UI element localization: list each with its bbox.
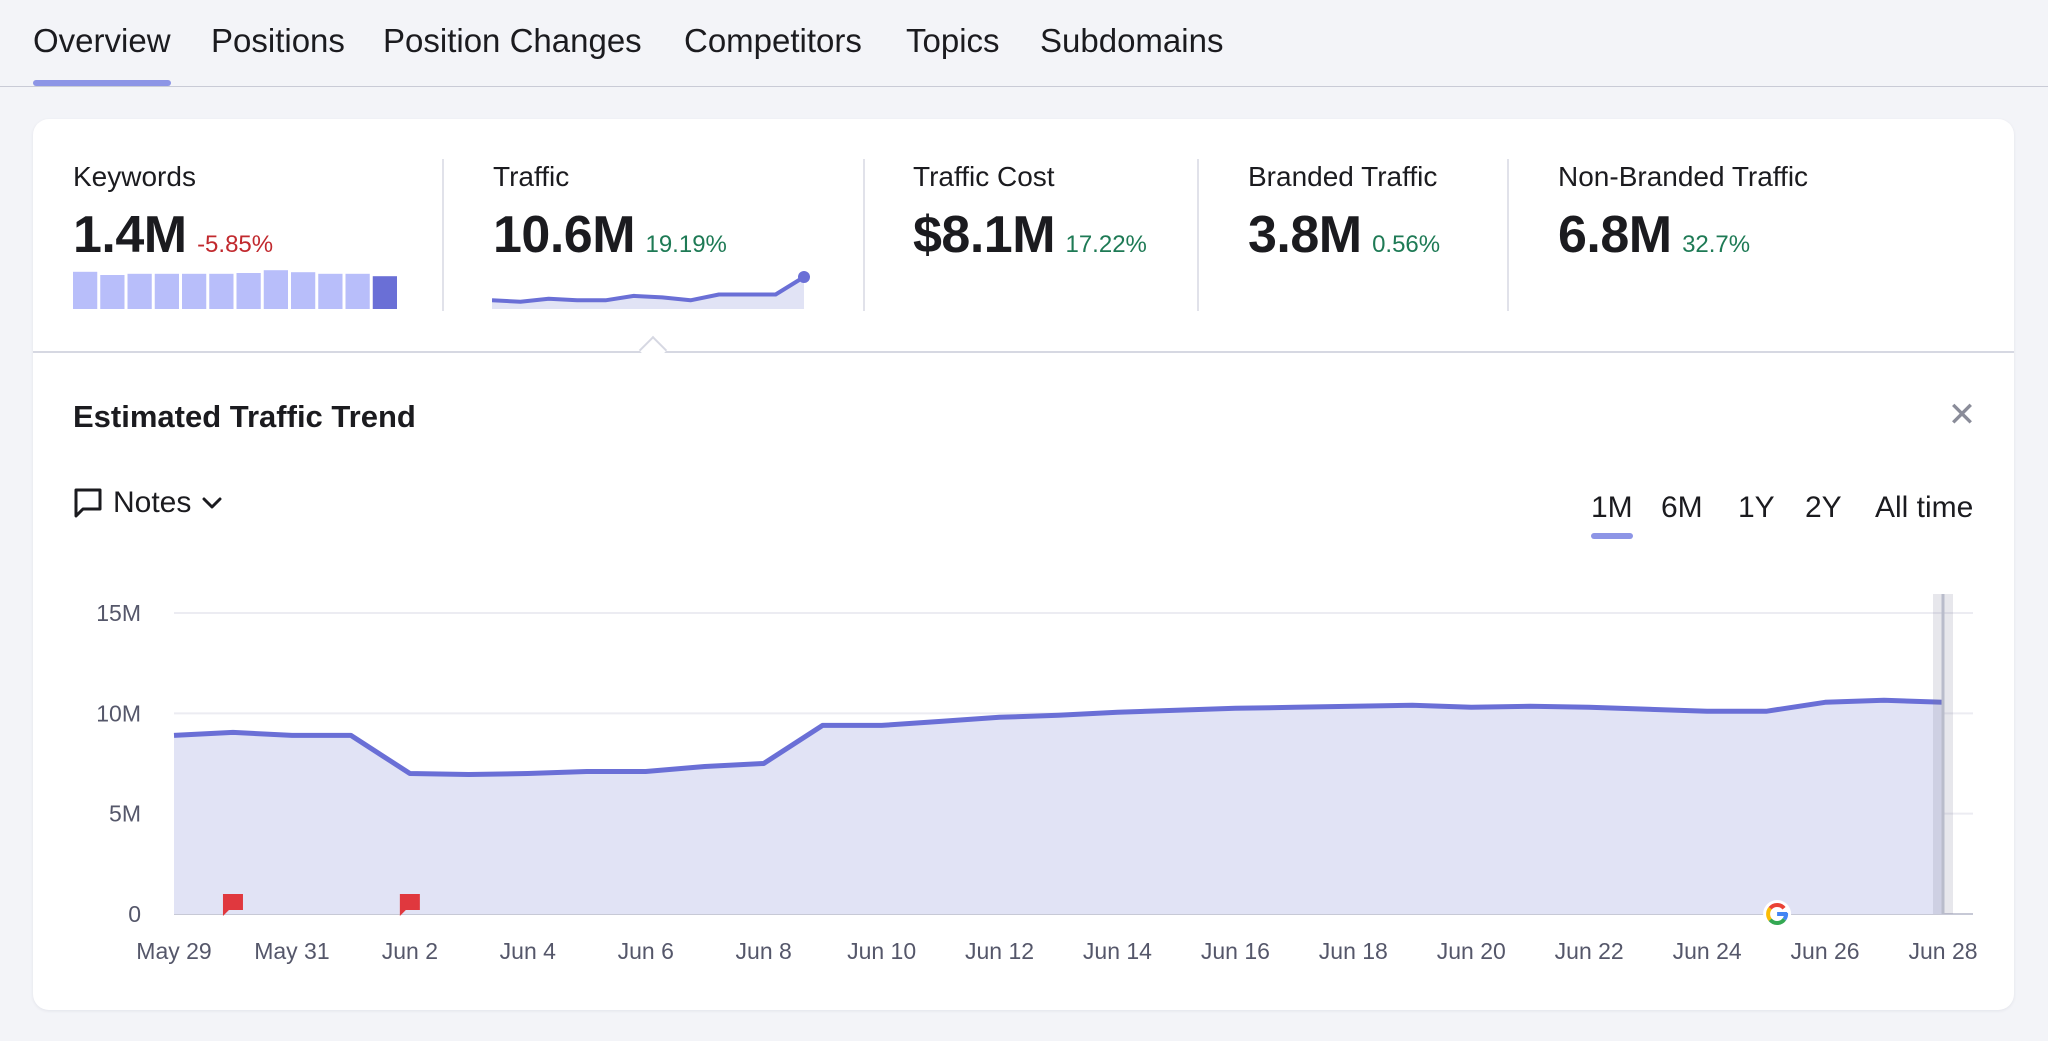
x-tick-label: Jun 22 xyxy=(1555,938,1624,964)
metric-keywords[interactable]: Keywords 1.4M -5.85% xyxy=(73,161,273,265)
y-tick-label: 15M xyxy=(96,600,141,626)
google-update-icon[interactable] xyxy=(1763,900,1792,928)
range-6m[interactable]: 6M xyxy=(1661,491,1703,524)
section-divider xyxy=(33,351,2014,353)
spark-bar xyxy=(182,273,207,309)
chevron-down-icon xyxy=(202,497,222,509)
overview-card: Keywords 1.4M -5.85% Traffic 10.6M 19.19… xyxy=(33,119,2014,1010)
metrics-row: Keywords 1.4M -5.85% Traffic 10.6M 19.19… xyxy=(33,119,2014,352)
note-flag-icon[interactable] xyxy=(222,894,243,916)
range-2y[interactable]: 2Y xyxy=(1805,491,1842,524)
tab-position-changes[interactable]: Position Changes xyxy=(383,22,642,59)
spark-bar xyxy=(236,273,261,309)
divider xyxy=(442,159,444,311)
spark-bar xyxy=(209,273,234,309)
metric-delta: 0.56% xyxy=(1372,231,1441,258)
x-tick-label: Jun 20 xyxy=(1437,938,1506,964)
spark-bar xyxy=(291,272,316,309)
metric-value: 10.6M xyxy=(493,206,636,264)
tab-subdomains[interactable]: Subdomains xyxy=(1040,22,1224,59)
spark-bar xyxy=(73,271,98,309)
spark-bar xyxy=(154,273,179,309)
x-tick-label: Jun 16 xyxy=(1201,938,1270,964)
spark-bar xyxy=(372,276,397,309)
trend-title: Estimated Traffic Trend xyxy=(73,399,416,434)
metric-delta: -5.85% xyxy=(197,231,274,258)
metric-label: Traffic Cost xyxy=(913,161,1055,192)
x-tick-label: Jun 28 xyxy=(1908,938,1977,964)
x-tick-label: Jun 4 xyxy=(500,938,556,964)
x-tick-label: Jun 14 xyxy=(1083,938,1152,964)
tab-positions[interactable]: Positions xyxy=(211,22,345,59)
metric-label: Branded Traffic xyxy=(1248,161,1438,192)
x-tick-label: Jun 24 xyxy=(1673,938,1742,964)
y-tick-label: 10M xyxy=(96,700,141,726)
x-tick-label: Jun 18 xyxy=(1319,938,1388,964)
range-1y[interactable]: 1Y xyxy=(1738,491,1775,524)
metric-value: $8.1M xyxy=(913,206,1056,264)
x-tick-label: May 31 xyxy=(254,938,329,964)
sparkline-endpoint xyxy=(798,271,810,283)
metric-label: Non-Branded Traffic xyxy=(1558,161,1809,192)
divider xyxy=(863,159,865,311)
spark-bar xyxy=(263,270,288,309)
comment-icon xyxy=(74,488,102,518)
metric-value: 3.8M xyxy=(1248,206,1362,264)
tab-competitors[interactable]: Competitors xyxy=(684,22,862,59)
x-tick-label: Jun 12 xyxy=(965,938,1034,964)
notes-label: Notes xyxy=(113,486,192,519)
metric-delta: 17.22% xyxy=(1065,231,1147,258)
traffic-trend-chart[interactable]: 0 5M 10M 15M May 29 May 31 Jun 2 Jun 4 Jun 6 Jun … xyxy=(33,119,2014,1010)
notes-dropdown[interactable]: Notes xyxy=(73,483,223,523)
metric-traffic[interactable]: Traffic 10.6M 19.19% xyxy=(493,161,727,265)
spark-bar xyxy=(127,273,152,309)
traffic-sparkline xyxy=(492,271,810,309)
metric-label: Keywords xyxy=(73,161,196,192)
x-tick-label: May 29 xyxy=(136,938,211,964)
close-icon[interactable]: ✕ xyxy=(1947,396,1977,434)
divider xyxy=(1197,159,1199,311)
note-flag-icon[interactable] xyxy=(399,894,420,916)
range-1m[interactable]: 1M xyxy=(1591,491,1633,539)
tab-bar: Overview Positions Position Changes Comp… xyxy=(0,0,2048,87)
traffic-area xyxy=(174,700,1943,914)
spark-bar xyxy=(100,275,125,309)
metric-non-branded-traffic[interactable]: Non-Branded Traffic 6.8M 32.7% xyxy=(1558,161,1808,265)
x-tick-label: Jun 26 xyxy=(1791,938,1860,964)
y-tick-label: 0 xyxy=(128,901,141,927)
tab-overview[interactable]: Overview xyxy=(33,22,171,86)
range-all-time[interactable]: All time xyxy=(1875,491,1974,524)
spark-bar xyxy=(345,273,370,309)
metric-value: 6.8M xyxy=(1558,206,1672,264)
y-tick-label: 5M xyxy=(109,801,141,827)
divider xyxy=(1507,159,1509,311)
traffic-line xyxy=(173,697,1944,777)
metric-traffic-cost[interactable]: Traffic Cost $8.1M 17.22% xyxy=(913,161,1147,265)
x-tick-label: Jun 6 xyxy=(618,938,674,964)
metric-delta: 19.19% xyxy=(645,231,727,258)
metric-value: 1.4M xyxy=(73,206,187,264)
metric-delta: 32.7% xyxy=(1682,231,1751,258)
keywords-sparkbars xyxy=(73,270,397,309)
spark-bar xyxy=(318,273,343,309)
x-tick-label: Jun 2 xyxy=(382,938,438,964)
tab-topics[interactable]: Topics xyxy=(906,22,1000,59)
x-tick-label: Jun 8 xyxy=(736,938,792,964)
metric-branded-traffic[interactable]: Branded Traffic 3.8M 0.56% xyxy=(1248,161,1440,265)
sparkline-line xyxy=(492,275,806,304)
x-tick-label: Jun 10 xyxy=(847,938,916,964)
metric-label: Traffic xyxy=(493,161,570,192)
